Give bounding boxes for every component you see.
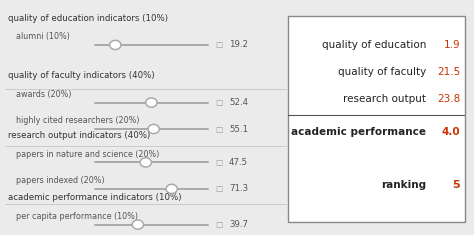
Text: research output indicators (40%): research output indicators (40%)	[8, 131, 150, 140]
Text: 39.7: 39.7	[229, 220, 248, 229]
Text: ranking: ranking	[381, 180, 427, 190]
Text: □: □	[215, 125, 222, 133]
Text: academic performance indicators (10%): academic performance indicators (10%)	[8, 193, 181, 203]
Text: highly cited researchers (20%): highly cited researchers (20%)	[16, 117, 139, 125]
Text: quality of faculty: quality of faculty	[338, 67, 427, 77]
Text: papers indexed (20%): papers indexed (20%)	[16, 176, 105, 185]
Text: □: □	[215, 40, 222, 49]
Text: quality of faculty indicators (40%): quality of faculty indicators (40%)	[8, 71, 154, 80]
Text: □: □	[215, 158, 222, 167]
Text: per capita performance (10%): per capita performance (10%)	[16, 212, 138, 221]
Text: 19.2: 19.2	[229, 40, 248, 49]
Text: quality of education: quality of education	[322, 40, 427, 50]
Text: academic performance: academic performance	[292, 127, 427, 137]
Text: □: □	[215, 98, 222, 107]
Text: 47.5: 47.5	[229, 158, 248, 167]
Circle shape	[148, 124, 159, 134]
Text: 55.1: 55.1	[229, 125, 248, 133]
Text: alumni (10%): alumni (10%)	[16, 32, 70, 41]
Text: 52.4: 52.4	[229, 98, 248, 107]
Text: papers in nature and science (20%): papers in nature and science (20%)	[16, 150, 159, 159]
FancyBboxPatch shape	[288, 16, 465, 222]
Text: 21.5: 21.5	[437, 67, 460, 77]
Text: research output: research output	[343, 94, 427, 104]
Circle shape	[132, 220, 144, 229]
Circle shape	[109, 40, 121, 50]
Text: 4.0: 4.0	[441, 127, 460, 137]
Circle shape	[140, 158, 151, 167]
Text: □: □	[215, 184, 222, 193]
Circle shape	[166, 184, 177, 193]
Text: quality of education indicators (10%): quality of education indicators (10%)	[8, 14, 168, 23]
Text: □: □	[215, 220, 222, 229]
Text: awards (20%): awards (20%)	[16, 90, 72, 99]
Circle shape	[146, 98, 157, 107]
Text: 5: 5	[453, 180, 460, 190]
Text: 71.3: 71.3	[229, 184, 248, 193]
Text: 1.9: 1.9	[444, 40, 460, 50]
Text: 23.8: 23.8	[437, 94, 460, 104]
